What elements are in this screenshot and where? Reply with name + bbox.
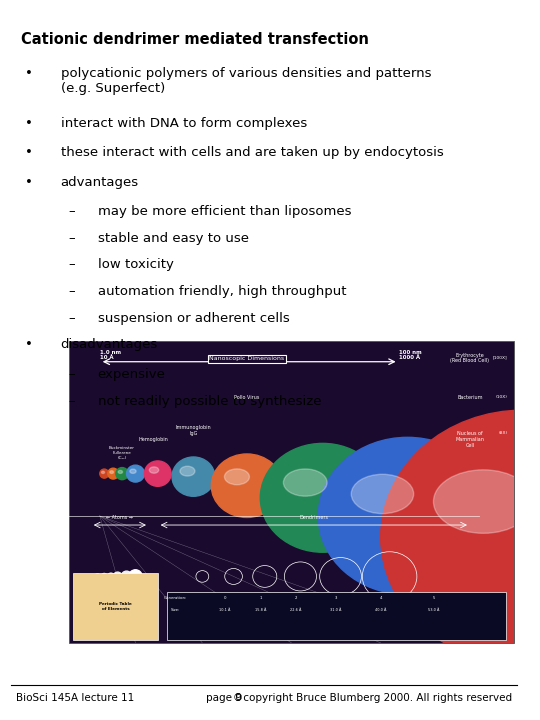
Text: disadvantages: disadvantages xyxy=(60,338,158,351)
Text: •: • xyxy=(25,146,33,159)
Text: –: – xyxy=(69,232,75,245)
Text: –: – xyxy=(69,258,75,271)
Text: advantages: advantages xyxy=(60,176,139,189)
Text: automation friendly, high throughput: automation friendly, high throughput xyxy=(98,285,346,298)
Text: ©copyright Bruce Blumberg 2000. All rights reserved: ©copyright Bruce Blumberg 2000. All righ… xyxy=(233,693,512,703)
Text: interact with DNA to form complexes: interact with DNA to form complexes xyxy=(60,117,307,130)
Text: may be more efficient than liposomes: may be more efficient than liposomes xyxy=(98,205,351,218)
Text: •: • xyxy=(25,67,33,80)
Text: these interact with cells and are taken up by endocytosis: these interact with cells and are taken … xyxy=(60,146,443,159)
Text: •: • xyxy=(25,338,33,351)
Text: •: • xyxy=(25,176,33,189)
Text: BioSci 145A lecture 11: BioSci 145A lecture 11 xyxy=(16,693,134,703)
Text: –: – xyxy=(69,368,75,381)
Text: –: – xyxy=(69,312,75,325)
Text: expensive: expensive xyxy=(98,368,165,381)
Text: not readily possible to synthesize: not readily possible to synthesize xyxy=(98,395,321,408)
Text: suspension or adherent cells: suspension or adherent cells xyxy=(98,312,289,325)
Text: page 9: page 9 xyxy=(206,693,241,703)
Text: •: • xyxy=(25,117,33,130)
Text: low toxicity: low toxicity xyxy=(98,258,173,271)
Text: –: – xyxy=(69,395,75,408)
Text: Cationic dendrimer mediated transfection: Cationic dendrimer mediated transfection xyxy=(21,32,369,48)
Text: stable and easy to use: stable and easy to use xyxy=(98,232,248,245)
Text: –: – xyxy=(69,285,75,298)
Text: polycationic polymers of various densities and patterns
(e.g. Superfect): polycationic polymers of various densiti… xyxy=(60,67,431,95)
Text: –: – xyxy=(69,205,75,218)
Bar xyxy=(69,341,515,643)
